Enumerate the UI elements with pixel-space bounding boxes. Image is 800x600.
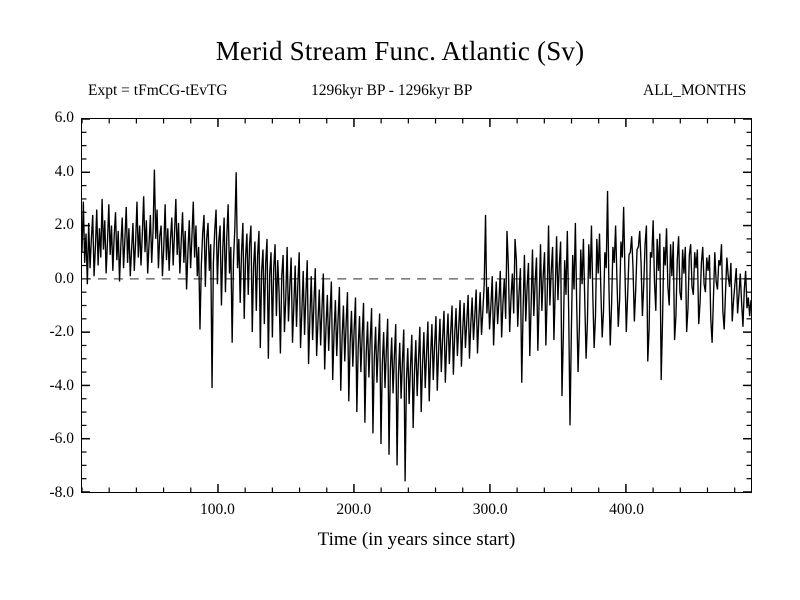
y-tick-label: -2.0 xyxy=(49,323,74,341)
x-tick-label: 100.0 xyxy=(199,501,235,518)
y-tick-label: 0.0 xyxy=(54,269,74,287)
x-tick-label: 400.0 xyxy=(609,501,644,518)
x-axis-tick-labels: 100.0 200.0 300.0 400.0 xyxy=(81,502,752,524)
plot-area xyxy=(81,118,752,493)
x-tick-label: 300.0 xyxy=(472,501,508,518)
y-tick-label: 4.0 xyxy=(54,162,74,180)
months-label: ALL_MONTHS xyxy=(643,82,747,99)
experiment-label: Expt = tFmCG-tEvTG xyxy=(88,82,228,99)
y-tick-label: -6.0 xyxy=(49,430,74,448)
data-series-path xyxy=(82,169,751,482)
data-series-layer xyxy=(82,169,751,482)
y-tick-label: 6.0 xyxy=(54,109,74,126)
y-tick-label: -4.0 xyxy=(49,376,74,394)
x-tick-label: 200.0 xyxy=(336,501,372,518)
y-axis-tick-labels: 6.0 4.0 2.0 0.0 -2.0 -4.0 -6.0 -8.0 xyxy=(0,110,74,501)
x-axis-title: Time (in years since start) xyxy=(317,529,516,550)
chart-title: Merid Stream Func. Atlantic (Sv) xyxy=(215,36,585,66)
y-tick-label: -8.0 xyxy=(49,484,74,501)
y-tick-label: 2.0 xyxy=(54,216,74,234)
period-label: 1296kyr BP - 1296kyr BP xyxy=(311,82,473,99)
